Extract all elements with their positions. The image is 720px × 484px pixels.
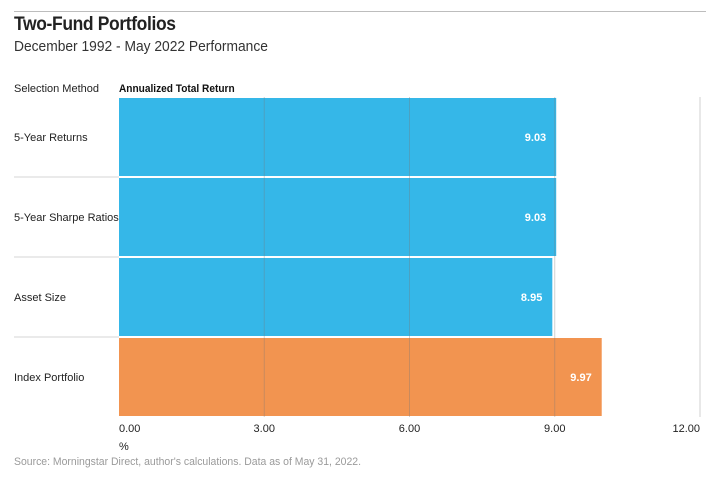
- category-label: 5-Year Sharpe Ratios: [14, 212, 119, 224]
- data-label: 8.95: [521, 292, 542, 304]
- bar: [119, 98, 557, 176]
- chart-title: Two-Fund Portfolios: [14, 14, 176, 35]
- data-label: 9.03: [525, 212, 546, 224]
- category-label: 5-Year Returns: [14, 132, 88, 144]
- x-tick-label: 9.00: [544, 423, 565, 435]
- bar: [119, 178, 557, 256]
- x-tick-label: 12.00: [672, 423, 700, 435]
- bar: [119, 338, 602, 416]
- x-tick-label: 3.00: [254, 423, 275, 435]
- column-header-method: Selection Method: [14, 83, 99, 95]
- data-label: 9.97: [570, 372, 591, 384]
- chart-subtitle: December 1992 - May 2022 Performance: [14, 38, 268, 55]
- x-tick-label: 6.00: [399, 423, 420, 435]
- category-label: Asset Size: [14, 292, 66, 304]
- x-tick-label: 0.00: [119, 423, 140, 435]
- bar: [119, 258, 553, 336]
- top-rule: [14, 11, 706, 12]
- source-note: Source: Morningstar Direct, author's cal…: [14, 456, 362, 468]
- data-label: 9.03: [525, 132, 546, 144]
- category-label: Index Portfolio: [14, 372, 84, 384]
- x-axis-label: %: [119, 441, 129, 453]
- column-header-measure: Annualized Total Return: [119, 83, 235, 95]
